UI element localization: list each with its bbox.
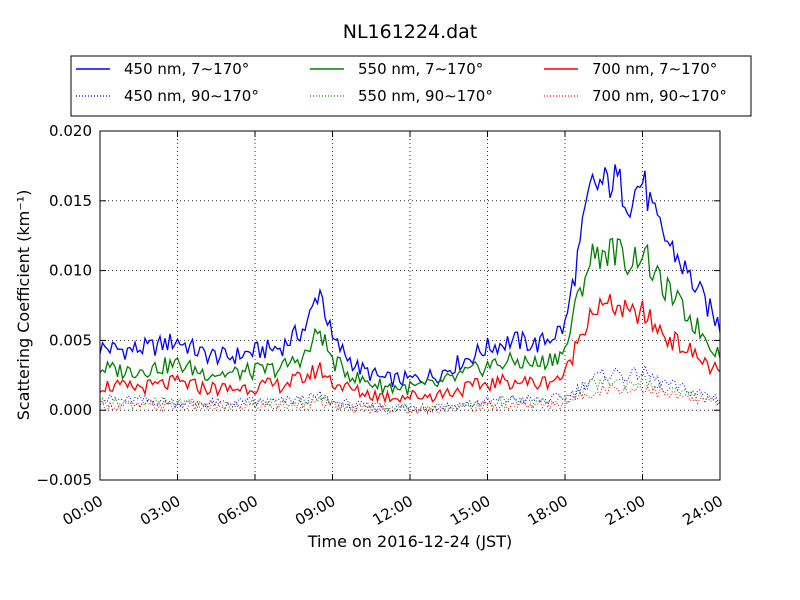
y-tick-label: 0.000 [49,401,92,419]
x-tick-label: 18:00 [525,492,571,529]
series-layer [99,164,721,416]
y-tick-label: −0.005 [36,471,92,489]
legend-label: 700 nm, 7∼170° [592,60,717,78]
x-axis-label: Time on 2016-12-24 (JST) [307,532,512,551]
legend: 450 nm, 7∼170° 550 nm, 7∼170° 700 nm, 7∼17… [70,55,752,117]
legend-label: 550 nm, 90∼170° [358,87,493,105]
series-line [99,294,721,404]
legend-label: 450 nm, 7∼170° [124,60,249,78]
x-tick-label: 15:00 [447,492,493,529]
y-tick-label: 0.005 [49,331,92,349]
series-line [99,237,721,396]
axis-ticks: 00:00 03:00 06:00 09:00 12:00 15:00 18:00 21:00… [36,122,726,529]
legend-label: 550 nm, 7∼170° [358,60,483,78]
x-tick-label: 03:00 [137,492,183,529]
series-line [99,373,721,414]
legend-label: 450 nm, 90∼170° [124,87,259,105]
x-tick-label: 09:00 [292,492,338,529]
chart-title: NL161224.dat [343,21,478,43]
x-tick-label: 12:00 [370,492,416,529]
series-line [99,383,721,416]
x-tick-label: 21:00 [602,492,648,529]
x-tick-label: 00:00 [60,492,106,529]
x-tick-label: 24:00 [680,492,726,529]
y-tick-label: 0.015 [49,192,92,210]
y-tick-label: 0.020 [49,122,92,140]
y-axis-label: Scattering Coefficient (km⁻¹) [14,190,33,421]
x-tick-label: 06:00 [215,492,261,529]
legend-label: 700 nm, 90∼170° [592,87,727,105]
y-tick-label: 0.010 [49,262,92,280]
legend-box [70,55,752,117]
series-line [99,164,721,388]
